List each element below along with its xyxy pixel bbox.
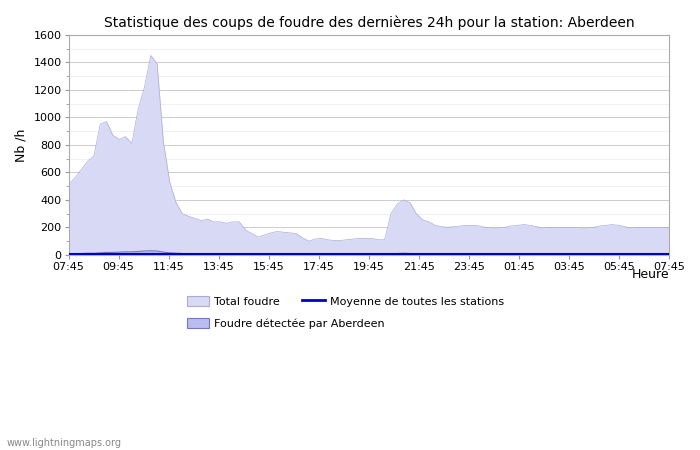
Text: www.lightningmaps.org: www.lightningmaps.org [7,438,122,448]
Text: Heure: Heure [631,268,669,281]
Legend: Foudre détectée par Aberdeen: Foudre détectée par Aberdeen [182,313,390,333]
Y-axis label: Nb /h: Nb /h [15,128,28,162]
Title: Statistique des coups de foudre des dernières 24h pour la station: Aberdeen: Statistique des coups de foudre des dern… [104,15,634,30]
